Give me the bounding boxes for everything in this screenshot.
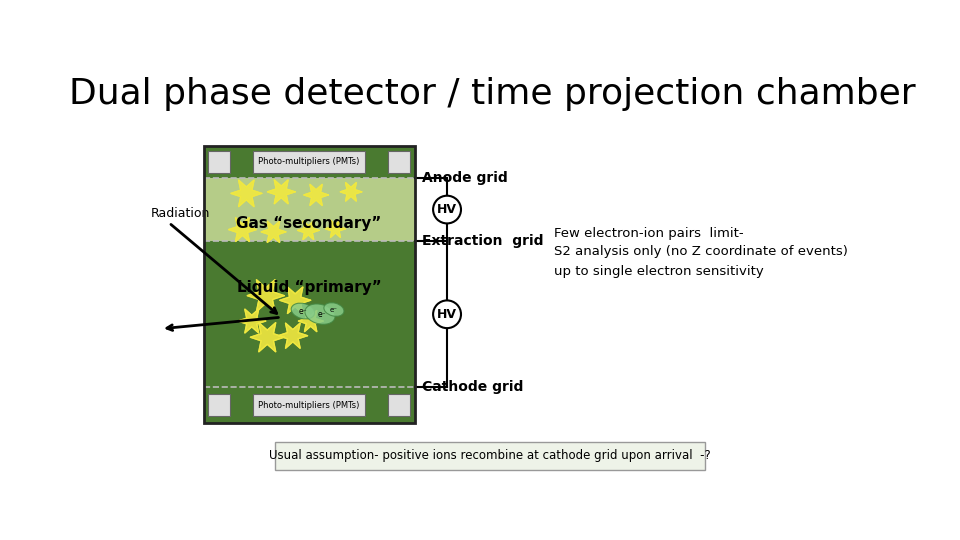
Polygon shape [279, 287, 311, 314]
Text: Usual assumption- positive ions recombine at cathode grid upon arrival  -?: Usual assumption- positive ions recombin… [269, 449, 711, 462]
Bar [204, 146, 415, 423]
Polygon shape [238, 309, 266, 333]
Ellipse shape [324, 303, 344, 316]
Bar [252, 151, 366, 173]
Bar [204, 387, 415, 423]
Text: Anode grid: Anode grid [422, 171, 508, 185]
Polygon shape [251, 322, 284, 352]
Polygon shape [230, 180, 262, 207]
Text: e⁻: e⁻ [299, 307, 307, 315]
Bar [204, 241, 415, 387]
Text: Photo-multipliers (PMTs): Photo-multipliers (PMTs) [258, 157, 360, 166]
Bar [204, 146, 415, 178]
Polygon shape [325, 220, 346, 238]
Text: Few electron-ion pairs  limit-
S2 analysis only (no Z coordinate of events)
up t: Few electron-ion pairs limit- S2 analysi… [554, 226, 848, 278]
Polygon shape [299, 310, 324, 332]
Polygon shape [303, 184, 328, 206]
Text: HV: HV [437, 203, 457, 216]
Circle shape [433, 300, 461, 328]
Polygon shape [267, 180, 295, 204]
Polygon shape [298, 221, 319, 240]
Ellipse shape [291, 303, 315, 319]
Bar [388, 151, 410, 173]
Polygon shape [247, 280, 284, 312]
Bar [208, 394, 230, 416]
Text: Radiation: Radiation [151, 207, 210, 220]
Circle shape [433, 195, 461, 224]
Bar [388, 394, 410, 416]
Text: HV: HV [437, 308, 457, 321]
Bar [208, 151, 230, 173]
Text: Gas “secondary”: Gas “secondary” [236, 216, 382, 231]
Bar [204, 178, 415, 241]
Text: Dual phase detector / time projection chamber: Dual phase detector / time projection ch… [69, 77, 915, 111]
Bar [275, 442, 706, 470]
Text: Extraction  grid: Extraction grid [422, 234, 543, 248]
Text: Cathode grid: Cathode grid [422, 380, 523, 394]
Text: Photo-multipliers (PMTs): Photo-multipliers (PMTs) [258, 401, 360, 410]
Polygon shape [228, 218, 256, 241]
Text: e⁻: e⁻ [330, 307, 338, 313]
Polygon shape [340, 183, 362, 201]
Polygon shape [278, 323, 307, 348]
Text: Liquid “primary”: Liquid “primary” [237, 280, 381, 295]
Bar [252, 394, 366, 416]
Ellipse shape [305, 304, 335, 325]
Polygon shape [261, 221, 286, 242]
Text: e⁻: e⁻ [317, 309, 325, 319]
